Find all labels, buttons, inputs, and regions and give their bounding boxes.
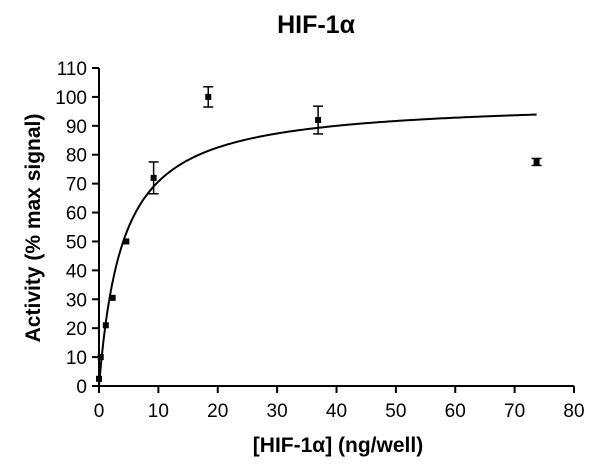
data-point (148, 161, 159, 195)
point-marker (205, 93, 212, 100)
x-tick-label: 20 (207, 401, 228, 422)
data-point (109, 294, 116, 301)
data-point (531, 157, 542, 167)
y-tick-label: 0 (76, 377, 87, 398)
point-marker (97, 354, 104, 361)
data-point (313, 105, 324, 135)
x-tick-label: 10 (148, 401, 169, 422)
y-tick-label: 40 (66, 261, 87, 282)
y-tick-label: 110 (57, 59, 87, 80)
x-axis-ticks: 0 10 20 30 40 50 60 70 80 (94, 386, 585, 422)
y-tick-label: 70 (66, 175, 87, 196)
data-points (96, 86, 542, 382)
data-point (203, 86, 214, 108)
y-tick-label: 10 (66, 348, 87, 369)
y-tick-label: 60 (66, 204, 87, 225)
chart-title: HIF-1α (277, 11, 356, 39)
y-tick-label: 90 (66, 117, 87, 138)
y-axis-label: Activity (% max signal) (22, 114, 45, 343)
data-point (96, 375, 102, 382)
data-point (102, 322, 109, 329)
x-tick-label: 0 (94, 401, 105, 422)
x-axis-label: [HIF-1α] (ng/well) (253, 434, 423, 457)
x-tick-label: 40 (326, 401, 347, 422)
y-tick-label: 80 (66, 146, 87, 167)
x-tick-label: 60 (445, 401, 466, 422)
x-tick-label: 70 (504, 401, 525, 422)
point-marker (102, 322, 109, 329)
y-axis-ticks: 0 10 20 30 40 50 60 70 80 90 100 110 (55, 59, 99, 398)
y-tick-label: 50 (66, 232, 87, 253)
y-tick-label: 20 (66, 319, 87, 340)
point-marker (109, 294, 116, 301)
point-marker (315, 117, 322, 124)
y-tick-label: 100 (55, 88, 87, 109)
fit-curve (98, 113, 537, 387)
point-marker (123, 238, 130, 245)
data-point (97, 354, 104, 361)
point-marker (533, 158, 540, 165)
point-marker (96, 375, 102, 382)
x-tick-label: 80 (563, 401, 584, 422)
y-tick-label: 30 (66, 290, 87, 311)
point-marker (150, 174, 157, 181)
data-point (123, 238, 130, 245)
x-tick-label: 50 (385, 401, 406, 422)
x-tick-label: 30 (267, 401, 288, 422)
